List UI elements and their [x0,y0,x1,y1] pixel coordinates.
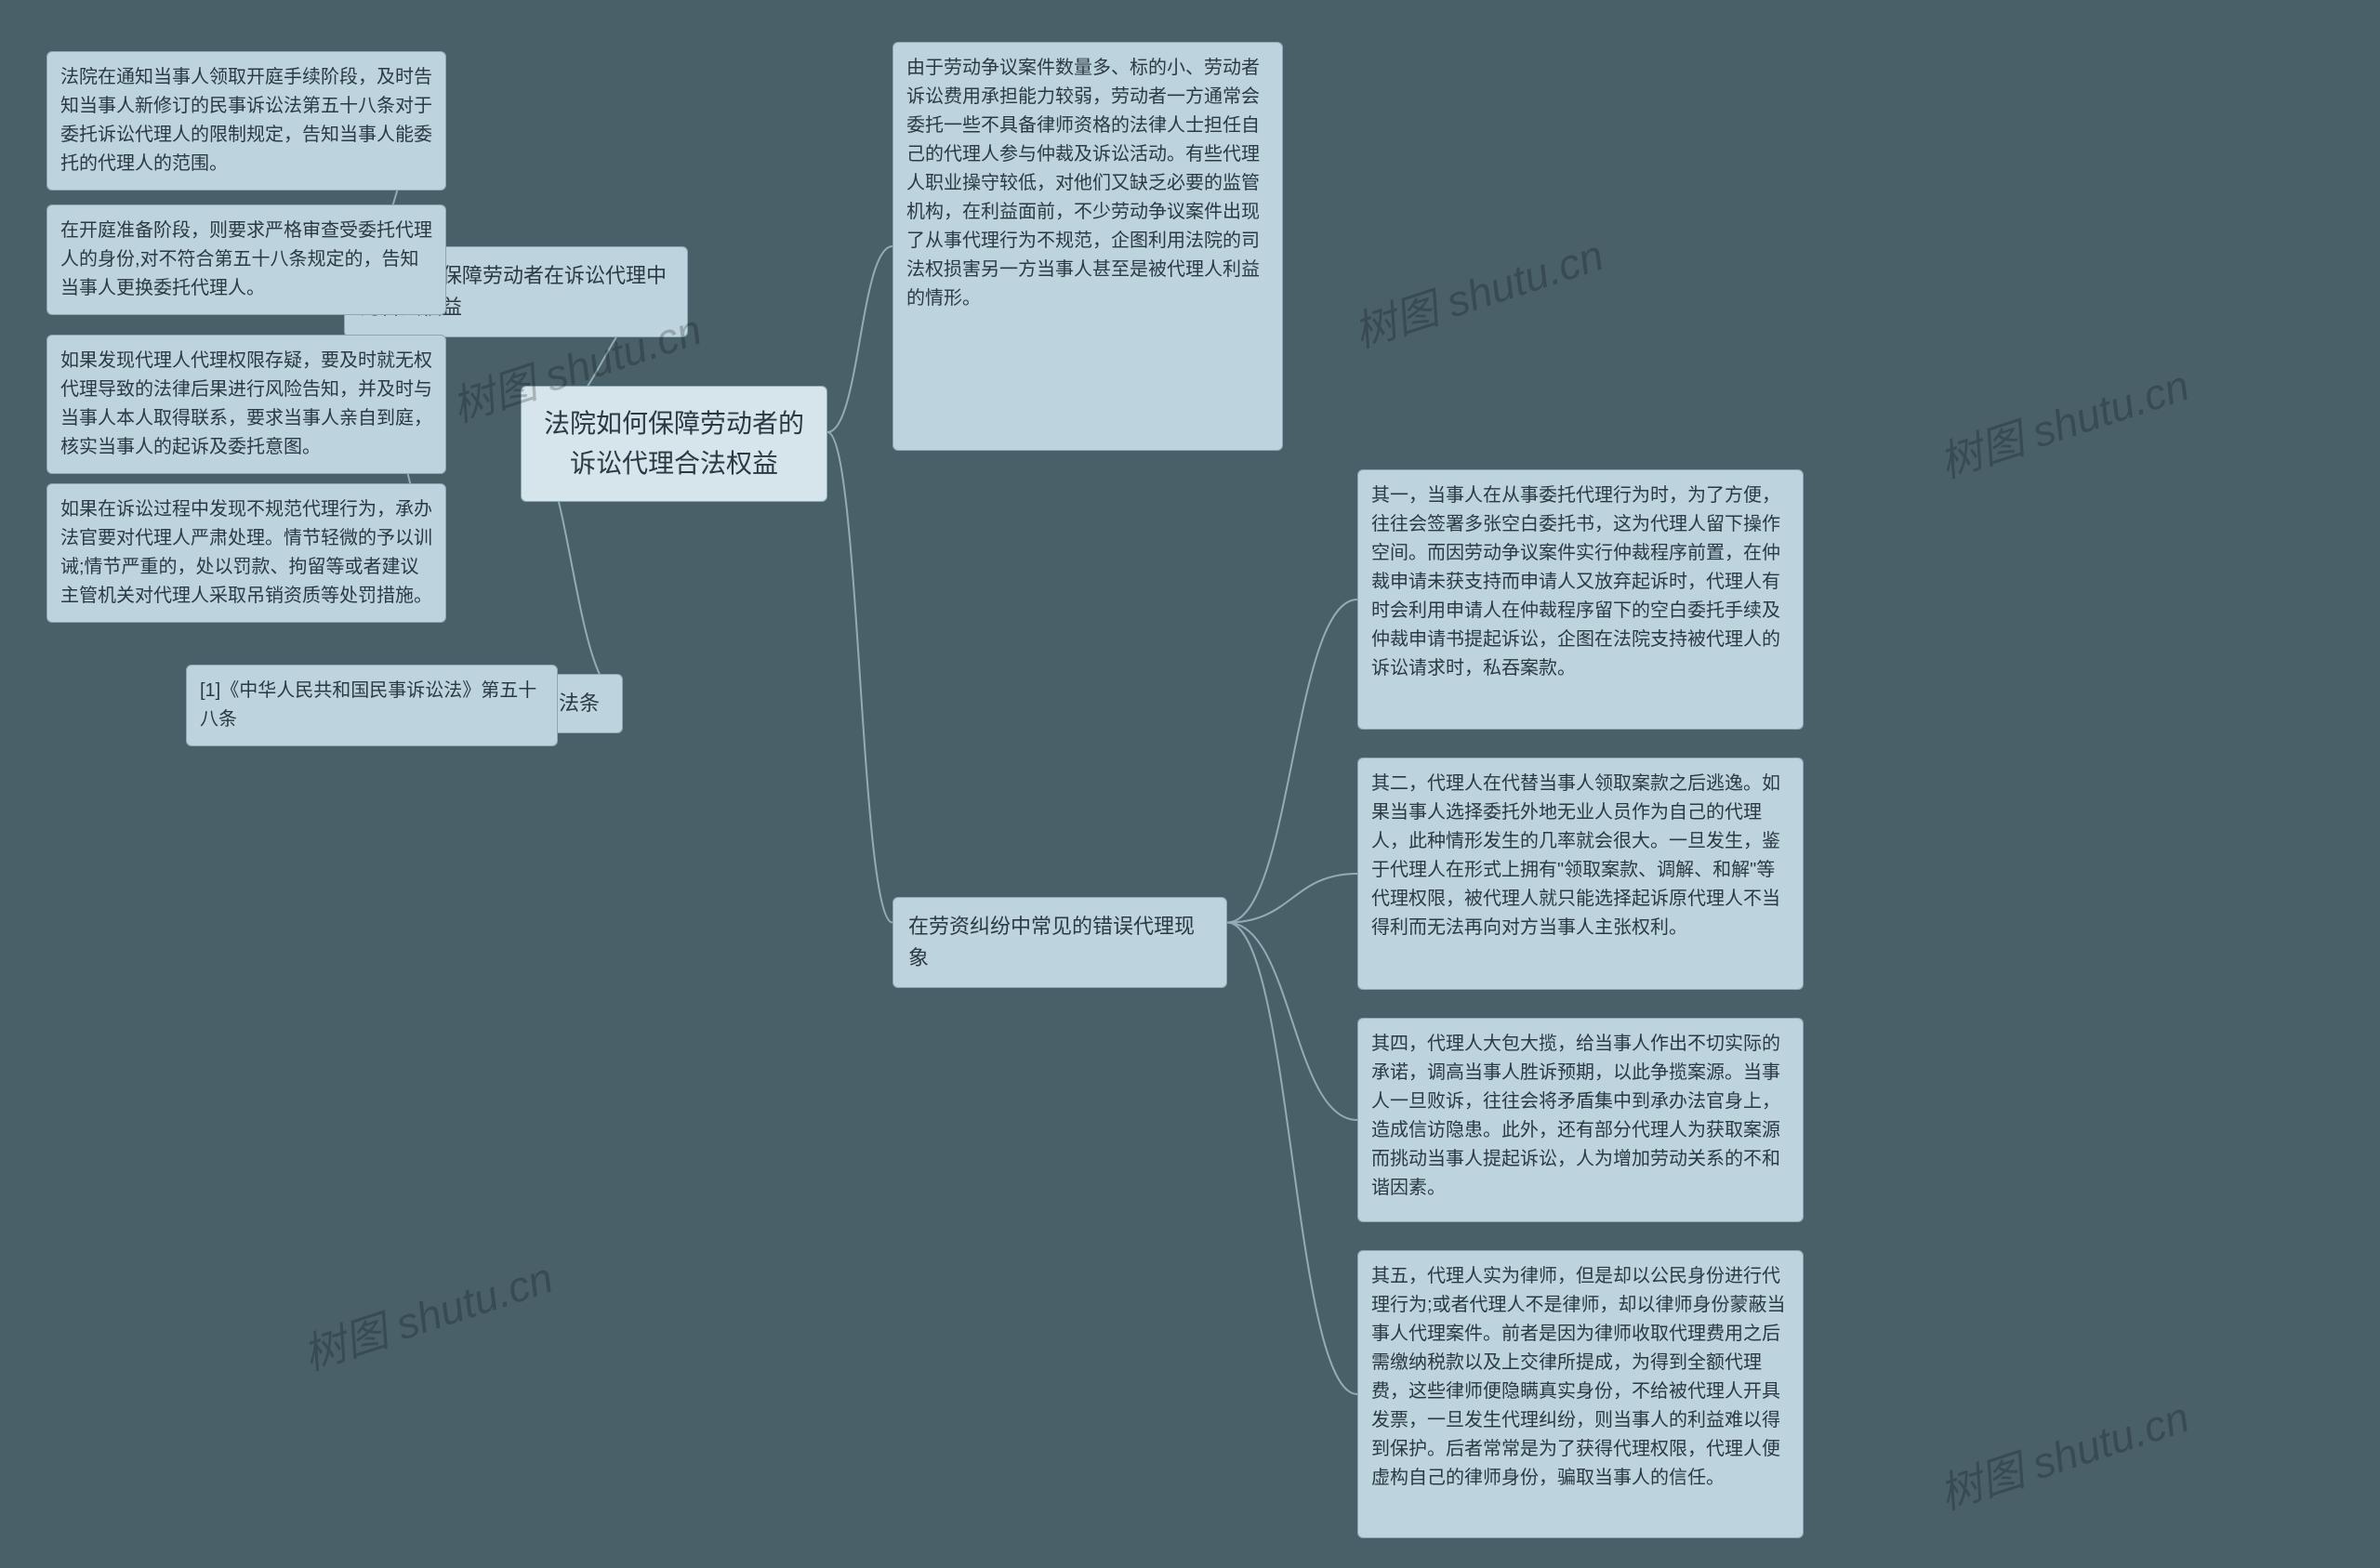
mindmap-node-l1c: 如果发现代理人代理权限存疑，要及时就无权代理导致的法律后果进行风险告知，并及时与… [46,335,446,474]
mindmap-node-r2c: 其四，代理人大包大揽，给当事人作出不切实际的承诺，调高当事人胜诉预期，以此争揽案… [1357,1018,1804,1222]
mindmap-node-root: 法院如何保障劳动者的诉讼代理合法权益 [521,386,827,502]
watermark: 树图 shutu.cn [1931,1384,2196,1522]
watermark: 树图 shutu.cn [295,1245,560,1383]
mindmap-node-r2: 在劳资纠纷中常见的错误代理现象 [892,897,1227,988]
mindmap-node-l1a: 法院在通知当事人领取开庭手续阶段，及时告知当事人新修订的民事诉讼法第五十八条对于… [46,51,446,191]
watermark: 树图 shutu.cn [1345,222,1610,361]
mindmap-node-r2a: 其一，当事人在从事委托代理行为时，为了方便，往往会签署多张空白委托书，这为代理人… [1357,469,1804,730]
mindmap-node-r1: 由于劳动争议案件数量多、标的小、劳动者诉讼费用承担能力较弱，劳动者一方通常会委托… [892,42,1283,451]
mindmap-node-l2a: [1]《中华人民共和国民事诉讼法》第五十八条 [186,665,558,746]
watermark: 树图 shutu.cn [1931,352,2196,491]
mindmap-node-l1d: 如果在诉讼过程中发现不规范代理行为，承办法官要对代理人严肃处理。情节轻微的予以训… [46,483,446,623]
mindmap-node-l1b: 在开庭准备阶段，则要求严格审查受委托代理人的身份,对不符合第五十八条规定的，告知… [46,204,446,315]
mindmap-node-r2b: 其二，代理人在代替当事人领取案款之后逃逸。如果当事人选择委托外地无业人员作为自己… [1357,758,1804,990]
mindmap-node-r2d: 其五，代理人实为律师，但是却以公民身份进行代理行为;或者代理人不是律师，却以律师… [1357,1250,1804,1538]
